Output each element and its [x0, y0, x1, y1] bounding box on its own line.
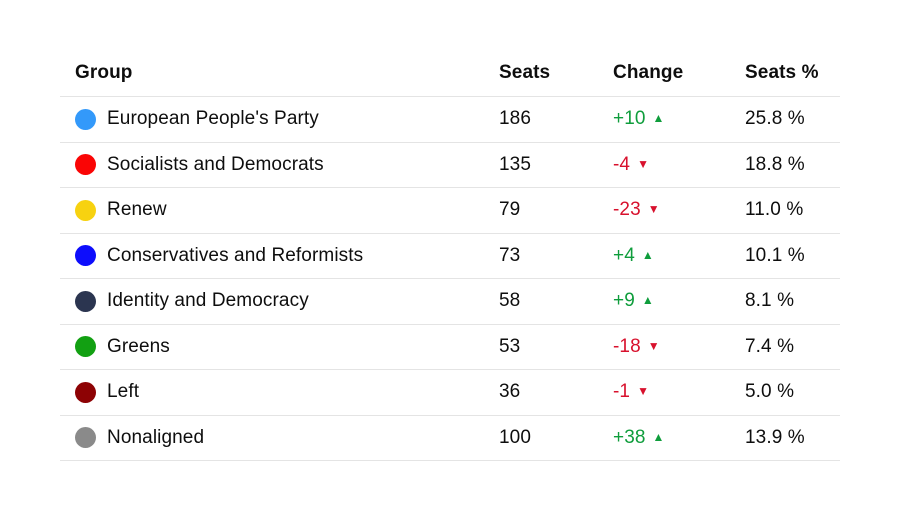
group-name: Conservatives and Reformists: [107, 244, 364, 266]
change-direction-icon: ▲: [641, 293, 654, 308]
seats-pct-value: 8.1 %: [745, 290, 795, 312]
change-value: +38: [613, 426, 646, 448]
party-color-dot-icon: [75, 245, 96, 267]
change-direction-icon: ▼: [647, 338, 660, 353]
group-name: Greens: [107, 335, 170, 357]
column-header-seats: Seats: [499, 62, 551, 83]
change-direction-icon: ▼: [647, 202, 660, 217]
column-header-change: Change: [613, 62, 684, 83]
table-row: Left 36 -1 ▼ 5.0 %: [60, 370, 840, 416]
table-row: Nonaligned 100 +38 ▲ 13.9 %: [60, 416, 840, 461]
seats-pct-value: 11.0 %: [745, 199, 804, 221]
group-name: Left: [107, 381, 140, 403]
group-name: European People's Party: [107, 108, 319, 130]
results-table: Group Seats Change Seats % European Peop…: [60, 50, 840, 461]
seats-pct-value: 10.1 %: [745, 244, 805, 266]
change-direction-icon: ▼: [637, 156, 650, 171]
table-row: Identity and Democracy 58 +9 ▲ 8.1 %: [60, 279, 840, 325]
table-row: Conservatives and Reformists 73 +4 ▲ 10.…: [60, 234, 840, 279]
change-value: -1: [613, 381, 631, 403]
seats-value: 73: [499, 244, 521, 266]
seats-value: 79: [499, 199, 521, 221]
table-row: Socialists and Democrats 135 -4 ▼ 18.8 %: [60, 143, 840, 188]
seats-pct-value: 25.8 %: [745, 108, 805, 130]
group-name: Socialists and Democrats: [107, 153, 324, 175]
column-header-seats-pct: Seats %: [745, 62, 819, 83]
column-header-group: Group: [75, 62, 133, 83]
seats-pct-value: 18.8 %: [745, 153, 805, 175]
table-body: European People's Party 186 +10 ▲ 25.8 %…: [60, 97, 840, 461]
seats-value: 36: [499, 381, 521, 403]
change-value: +10: [613, 108, 646, 130]
change-value: -18: [613, 335, 641, 357]
seats-value: 186: [499, 108, 532, 130]
table-header-row: Group Seats Change Seats %: [60, 50, 840, 97]
party-color-dot-icon: [75, 154, 96, 176]
group-name: Identity and Democracy: [107, 290, 309, 312]
seats-pct-value: 13.9 %: [745, 426, 805, 448]
change-value: +9: [613, 290, 635, 312]
party-color-dot-icon: [75, 108, 96, 130]
seats-value: 135: [499, 153, 532, 175]
group-name: Nonaligned: [107, 426, 205, 448]
table-row: European People's Party 186 +10 ▲ 25.8 %: [60, 97, 840, 143]
seats-value: 53: [499, 335, 521, 357]
table-row: Greens 53 -18 ▼ 7.4 %: [60, 325, 840, 370]
change-direction-icon: ▲: [652, 111, 665, 126]
seats-pct-value: 5.0 %: [745, 381, 795, 403]
party-color-dot-icon: [75, 381, 96, 403]
group-name: Renew: [107, 199, 167, 221]
party-color-dot-icon: [75, 427, 96, 449]
change-value: -4: [613, 153, 631, 175]
seats-value: 100: [499, 426, 532, 448]
seats-value: 58: [499, 290, 521, 312]
change-direction-icon: ▲: [652, 429, 665, 444]
seats-pct-value: 7.4 %: [745, 335, 795, 357]
table-row: Renew 79 -23 ▼ 11.0 %: [60, 188, 840, 234]
party-color-dot-icon: [75, 336, 96, 358]
change-direction-icon: ▼: [637, 384, 650, 399]
party-color-dot-icon: [75, 199, 96, 221]
change-value: +4: [613, 244, 635, 266]
change-direction-icon: ▲: [641, 247, 654, 262]
change-value: -23: [613, 199, 641, 221]
party-color-dot-icon: [75, 290, 96, 312]
